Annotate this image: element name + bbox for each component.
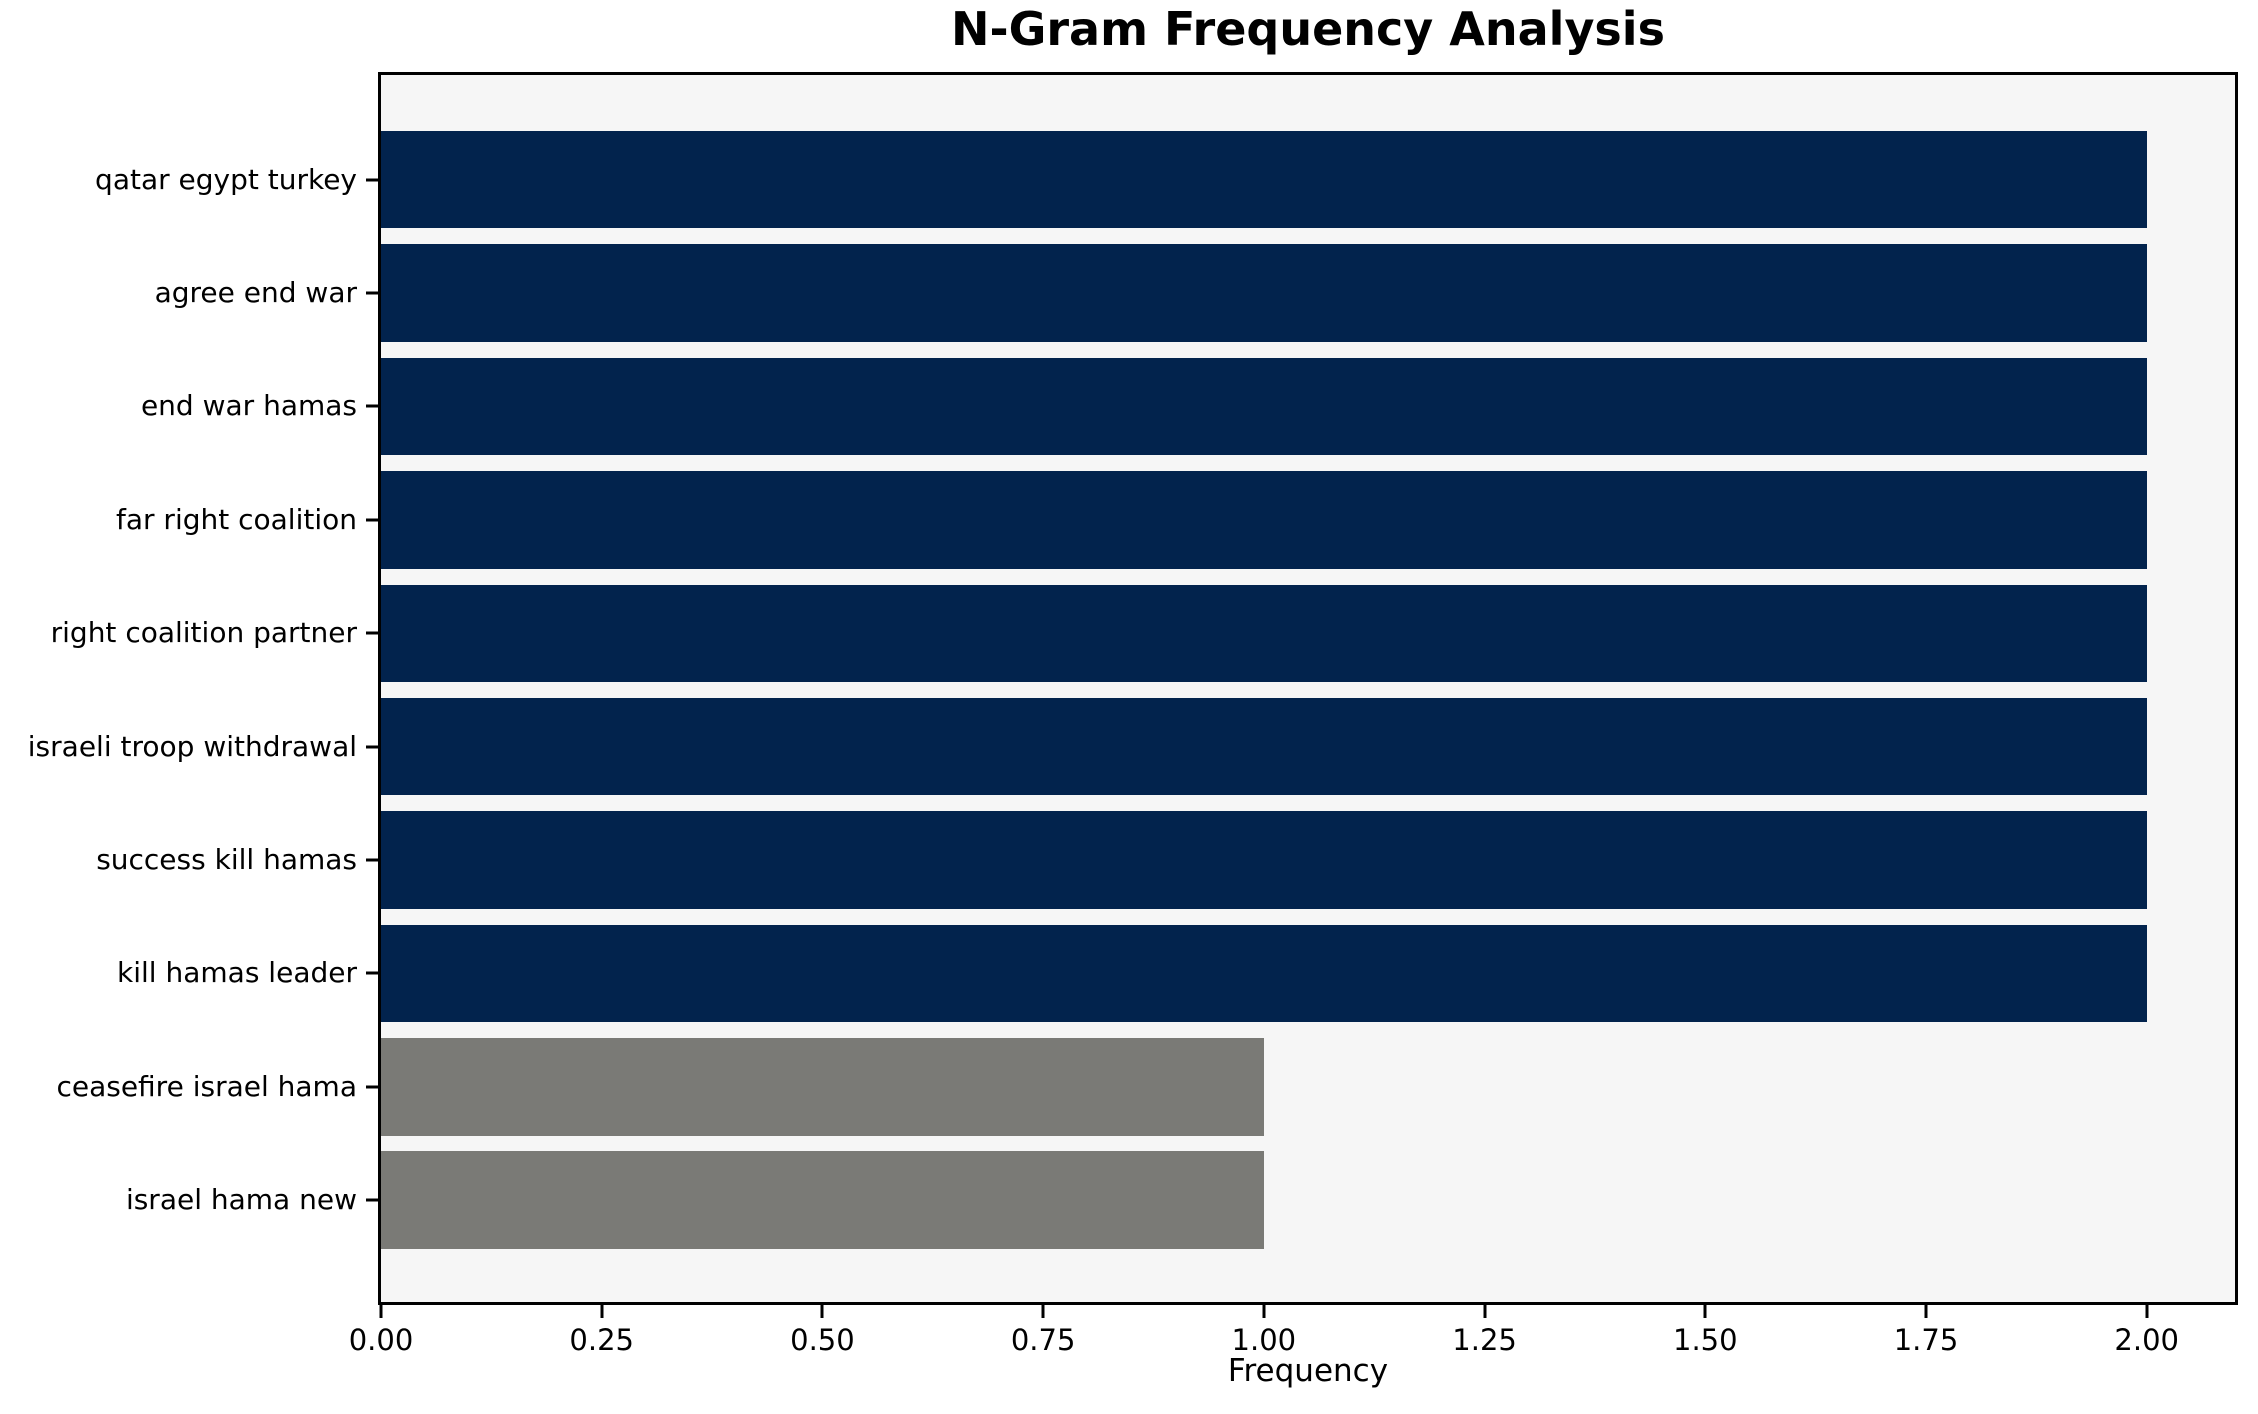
y-tick-label: far right coalition <box>116 502 357 536</box>
bar-row: agree end war <box>155 236 2235 349</box>
bar-row: israeli troop withdrawal <box>28 690 2235 803</box>
y-tick-label: right coalition partner <box>50 616 357 650</box>
x-tick-mark <box>1262 1305 1266 1318</box>
y-tick-label: israeli troop withdrawal <box>27 729 357 763</box>
x-tick-label: 1.25 <box>1452 1323 1517 1357</box>
y-tick-mark <box>366 178 378 182</box>
y-tick-mark <box>366 971 378 975</box>
bar-row: far right coalition <box>116 463 2235 576</box>
bar-row: end war hamas <box>141 350 2235 463</box>
plot-area: qatar egypt turkey agree end war end war h… <box>28 72 2238 1355</box>
x-tick-label: 1.00 <box>1231 1323 1297 1357</box>
bar <box>381 584 2147 683</box>
y-tick-mark <box>366 291 378 295</box>
x-tick-mark <box>1483 1305 1487 1318</box>
chart-title: N-Gram Frequency Analysis <box>951 2 1665 56</box>
x-tick-mark <box>2145 1305 2149 1318</box>
y-tick-label: kill hamas leader <box>117 956 357 990</box>
x-tick-mark <box>1041 1305 1045 1318</box>
x-tick-label: 0.25 <box>569 1323 634 1357</box>
y-tick-label: agree end war <box>154 276 357 310</box>
bar-row: qatar egypt turkey <box>95 123 2235 236</box>
y-tick-label: qatar egypt turkey <box>95 162 357 196</box>
y-tick-mark <box>366 1198 378 1202</box>
x-axis-label: Frequency <box>1227 1353 1389 1389</box>
y-tick-label: israel hama new <box>125 1183 357 1217</box>
y-tick-mark <box>366 858 378 862</box>
bar <box>381 697 2147 796</box>
bar <box>381 357 2147 456</box>
x-tick-mark <box>1924 1305 1928 1318</box>
y-tick-label: success kill hamas <box>96 843 357 877</box>
x-tick-mark <box>379 1305 383 1318</box>
y-tick-mark <box>366 745 378 749</box>
bar <box>381 924 2147 1023</box>
y-tick-label: end war hamas <box>140 389 357 423</box>
bar-row: kill hamas leader <box>117 917 2235 1030</box>
bar-row: ceasefire israel hama <box>56 1030 2235 1143</box>
y-tick-mark <box>366 404 378 408</box>
bar-rows: qatar egypt turkey agree end war end war h… <box>28 123 2235 1257</box>
x-tick-label: 0.75 <box>1010 1323 1076 1357</box>
x-tick-label: 0.00 <box>348 1323 414 1357</box>
x-tick-label: 2.00 <box>2114 1323 2179 1357</box>
x-tick-mark <box>600 1305 604 1318</box>
y-tick-mark <box>366 518 378 522</box>
bar-row: right coalition partner <box>51 577 2235 690</box>
x-tick-label: 0.50 <box>790 1323 855 1357</box>
y-tick-mark <box>366 631 378 635</box>
bar <box>381 1151 1264 1249</box>
x-tick-mark <box>1703 1305 1707 1318</box>
x-tick-mark <box>820 1305 824 1318</box>
bar-row: success kill hamas <box>96 803 2235 916</box>
bar <box>381 1038 1264 1136</box>
bar <box>381 244 2147 342</box>
y-tick-label: ceasefire israel hama <box>56 1069 357 1103</box>
x-tick-label: 1.50 <box>1672 1323 1738 1357</box>
x-tick-label: 1.75 <box>1893 1323 1959 1357</box>
y-tick-mark <box>366 1085 378 1089</box>
bar <box>381 130 2147 229</box>
bar <box>381 471 2147 569</box>
bar <box>381 811 2147 909</box>
bar-row: israel hama new <box>126 1144 2235 1257</box>
